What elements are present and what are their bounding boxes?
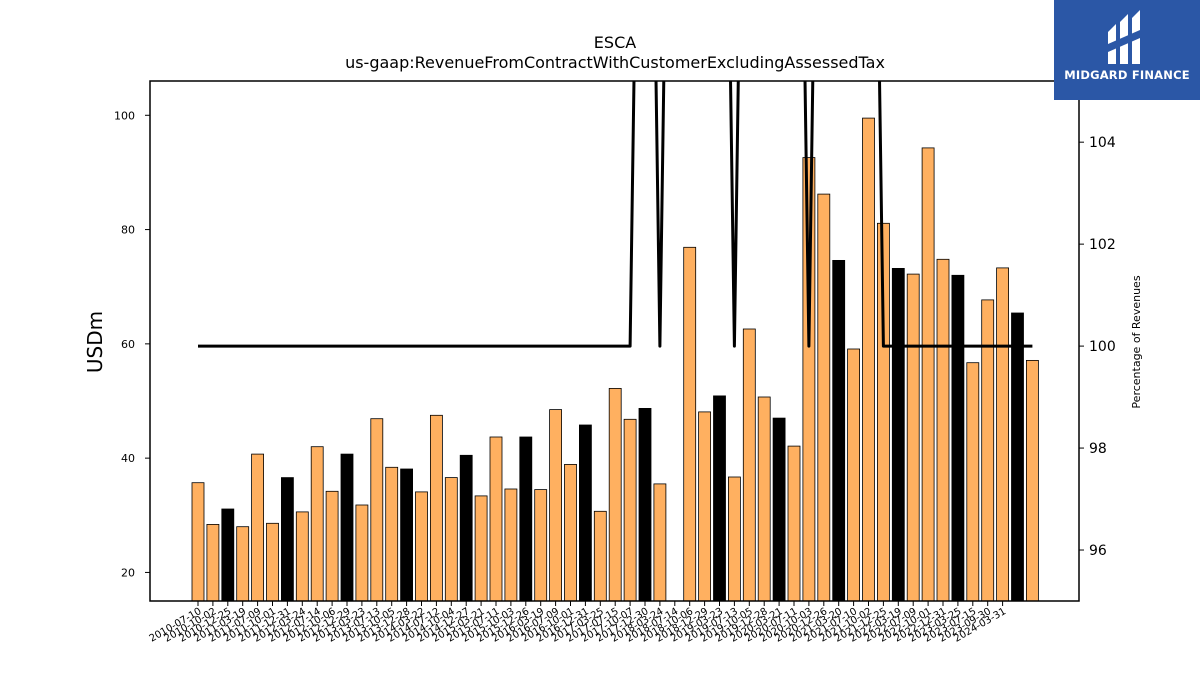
y-tick-label: 20 bbox=[121, 566, 135, 579]
x-axis-ticks: 2010-07-102010-10-022010-12-252011-03-19… bbox=[148, 601, 1008, 645]
bar-2015-07-11 bbox=[489, 436, 503, 602]
y2-tick-label: 104 bbox=[1089, 135, 1116, 151]
bar-2017-10-07 bbox=[623, 418, 637, 602]
bar-2010-12-25 bbox=[221, 508, 235, 602]
y2-axis-label: Percentage of Revenues bbox=[1130, 275, 1143, 408]
bar-2014-07-12 bbox=[429, 414, 443, 602]
logo-mark-icon bbox=[1108, 10, 1140, 64]
bar-2010-10-02 bbox=[206, 524, 220, 602]
chart-title: ESCA bbox=[594, 33, 636, 52]
bar-2013-03-23 bbox=[355, 504, 369, 602]
bar-2016-12-31 bbox=[579, 424, 592, 602]
bar-2011-10-01 bbox=[266, 522, 279, 602]
bar-2023-03-25 bbox=[951, 274, 965, 602]
bar-2018-10-06 bbox=[683, 246, 697, 602]
bar-2019-12-28 bbox=[757, 396, 771, 602]
y-tick-label: 40 bbox=[121, 452, 135, 465]
bar-2019-03-23 bbox=[713, 395, 726, 602]
bar-2024-03-31 bbox=[996, 267, 1009, 602]
bar-2021-07-10 bbox=[847, 348, 860, 602]
bar-2017-12-30 bbox=[638, 407, 652, 602]
bar-2012-12-29 bbox=[340, 453, 354, 602]
bar-2011-12-31 bbox=[280, 477, 294, 602]
bar-2013-12-28 bbox=[400, 468, 414, 602]
bars-group bbox=[191, 117, 1039, 602]
y-tick-label: 80 bbox=[121, 224, 135, 237]
right-axis-ticks: 96 98 100 102 104 bbox=[1079, 135, 1116, 559]
bar-2013-10-05 bbox=[385, 466, 399, 602]
bar-2019-10-05 bbox=[742, 328, 756, 602]
bar-2012-10-06 bbox=[325, 490, 339, 602]
y-axis-label: USDm bbox=[83, 311, 107, 373]
bar-2020-07-11 bbox=[787, 445, 801, 602]
bar-2022-03-19 bbox=[891, 267, 905, 602]
bar-2021-10-02 bbox=[862, 117, 875, 602]
percentage-line bbox=[198, 81, 1033, 348]
percentage-line-group bbox=[198, 81, 1033, 348]
bar-2011-07-09 bbox=[251, 453, 265, 602]
bar-2017-03-25 bbox=[593, 510, 607, 602]
bar-2022-10-01 bbox=[921, 147, 935, 602]
y2-tick-label: 102 bbox=[1089, 237, 1116, 253]
bar-2020-03-21 bbox=[772, 417, 786, 602]
bar-2012-07-14 bbox=[310, 446, 324, 602]
left-axis-ticks: 20 40 60 80 100 bbox=[114, 109, 150, 579]
chart-subtitle: us-gaap:RevenueFromContractWithCustomerE… bbox=[345, 53, 885, 72]
bar-2019-07-13 bbox=[728, 476, 741, 602]
bar-2010-10-02 bbox=[1026, 359, 1039, 602]
y-tick-label: 60 bbox=[121, 338, 135, 351]
bar-2016-03-19 bbox=[534, 489, 548, 602]
bar-2016-10-01 bbox=[564, 463, 577, 602]
bar-2023-07-15 bbox=[966, 362, 980, 602]
bar-2015-03-21 bbox=[474, 495, 488, 602]
bar-2015-12-26 bbox=[519, 436, 533, 602]
bar-2018-03-24 bbox=[653, 483, 667, 602]
bar-2022-12-31 bbox=[936, 258, 950, 602]
bar-2018-12-29 bbox=[698, 411, 711, 602]
bar-2017-07-15 bbox=[608, 387, 622, 602]
bar-2010-07-10 bbox=[1011, 312, 1024, 602]
bar-2013-07-13 bbox=[370, 418, 384, 602]
bar-2014-03-22 bbox=[415, 491, 428, 602]
bar-2011-03-19 bbox=[236, 526, 250, 602]
bar-2012-03-24 bbox=[295, 511, 309, 602]
bar-2020-12-26 bbox=[817, 193, 831, 602]
bar-2015-10-03 bbox=[504, 488, 518, 602]
y2-tick-label: 96 bbox=[1089, 543, 1107, 559]
bar-2014-12-27 bbox=[459, 454, 473, 602]
y2-tick-label: 98 bbox=[1089, 441, 1107, 457]
bar-2020-10-03 bbox=[802, 157, 816, 602]
plot-frame bbox=[149, 80, 1080, 602]
bar-2010-07-10 bbox=[191, 482, 205, 602]
bar-2021-03-20 bbox=[832, 259, 846, 602]
y2-tick-label: 100 bbox=[1089, 339, 1116, 355]
bar-2014-10-04 bbox=[444, 477, 458, 602]
bar-2022-07-09 bbox=[906, 273, 920, 602]
logo-text: MIDGARD FINANCE bbox=[1064, 68, 1190, 82]
y-tick-label: 100 bbox=[114, 109, 135, 122]
midgard-finance-logo: MIDGARD FINANCE bbox=[1054, 0, 1200, 100]
bar-2016-07-09 bbox=[549, 409, 562, 602]
